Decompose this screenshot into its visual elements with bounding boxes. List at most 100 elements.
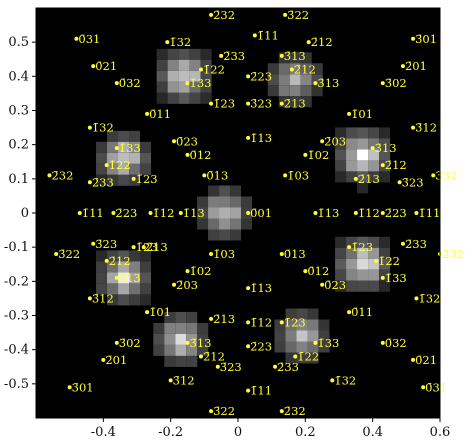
spot-marker: 0̄32 <box>114 76 141 90</box>
spot-label: 1̄33 <box>190 76 212 90</box>
intensity-cell <box>357 280 369 292</box>
spot-dot <box>279 252 284 256</box>
intensity-cell <box>368 171 380 183</box>
spot-label: 1̄23 <box>284 315 306 329</box>
intensity-cell <box>278 52 290 64</box>
intensity-cell <box>357 160 369 172</box>
intensity-cell <box>368 247 380 259</box>
spot-marker: 2̄13 <box>141 240 168 254</box>
intensity-cell <box>197 322 209 334</box>
intensity-cell <box>118 130 130 142</box>
spot-marker: 1̄12 <box>353 206 380 220</box>
intensity-cell <box>357 269 369 281</box>
spot-label: 1̄13 <box>183 206 205 220</box>
spot-marker: 2̄33 <box>219 49 245 63</box>
spot-label: 2̄01 <box>405 59 427 73</box>
spot-dot <box>168 378 173 383</box>
spot-label: 1̄23 <box>136 240 158 254</box>
spot-dot <box>114 81 119 86</box>
intensity-cell <box>96 283 108 295</box>
spot-dot <box>209 252 214 256</box>
intensity-cell <box>153 322 165 334</box>
intensity-cell <box>346 258 358 270</box>
intensity-cell <box>230 218 242 230</box>
spot-marker: 1̄32 <box>87 121 114 135</box>
spot-dot <box>185 152 190 157</box>
spot-label: 3̄13 <box>317 76 339 90</box>
spot-label: 3̄12 <box>92 291 114 305</box>
spot-marker: 0̄13 <box>202 168 228 182</box>
spot-marker: 2̄33 <box>87 175 114 189</box>
intensity-cell <box>267 63 279 75</box>
spot-marker: 2̄12 <box>289 63 316 77</box>
spot-dot <box>400 64 405 69</box>
spot-dot <box>252 33 257 38</box>
spot-label: 1̄01 <box>149 305 171 319</box>
intensity-cell <box>167 48 179 60</box>
intensity-cell <box>197 218 209 230</box>
intensity-cell <box>289 63 301 75</box>
spot-marker: 1̄11 <box>252 28 279 42</box>
spot-marker: 1̄23 <box>209 97 235 111</box>
intensity-cell <box>156 59 168 71</box>
spot-dot <box>91 241 96 246</box>
spot-label: 2̄13 <box>146 240 168 254</box>
intensity-cell <box>318 330 330 342</box>
intensity-blob <box>335 127 391 194</box>
intensity-cell <box>178 70 190 82</box>
spot-label: 3̄12 <box>415 121 437 135</box>
spot-marker: 3̄01 <box>411 32 437 46</box>
spot-marker: 3̄12 <box>87 291 114 305</box>
spot-dot <box>414 211 419 215</box>
intensity-cell <box>346 138 358 150</box>
intensity-cell <box>107 250 119 262</box>
intensity-cell <box>208 207 220 219</box>
intensity-cell <box>296 341 308 353</box>
spot-label: 2̄33 <box>223 49 245 63</box>
intensity-cell <box>346 127 358 139</box>
intensity-cell <box>346 247 358 259</box>
intensity-cell <box>300 52 312 64</box>
intensity-cell <box>346 149 358 161</box>
intensity-cell <box>189 48 201 60</box>
intensity-cell <box>167 59 179 71</box>
intensity-cell <box>107 163 119 175</box>
intensity-cell <box>118 152 130 164</box>
intensity-cell <box>156 70 168 82</box>
spot-label: 3̄12 <box>173 373 195 387</box>
intensity-cell <box>167 81 179 93</box>
spot-dot <box>303 152 308 157</box>
intensity-cell <box>318 341 330 353</box>
spot-label: 3̄02 <box>385 76 407 90</box>
intensity-cell <box>118 163 130 175</box>
spot-dot <box>87 125 92 130</box>
spot-label: 2̄12 <box>385 158 407 172</box>
spot-marker: 1̄11 <box>77 206 104 220</box>
spot-marker: 3̄13 <box>185 336 211 350</box>
intensity-cell <box>186 322 198 334</box>
spot-label: 2̄23 <box>250 69 272 83</box>
spot-label: 3̄13 <box>119 271 141 285</box>
intensity-cell <box>197 344 209 356</box>
spot-dot <box>347 111 352 116</box>
spot-marker: 1̄03 <box>209 247 235 261</box>
intensity-cell <box>368 236 380 248</box>
spot-label: 3̄02 <box>119 336 141 350</box>
intensity-blob <box>335 236 391 292</box>
spot-label: 1̄22 <box>203 63 225 77</box>
spot-marker: 1̄33 <box>313 336 339 350</box>
intensity-cell <box>129 152 141 164</box>
intensity-cell <box>346 160 358 172</box>
intensity-blob <box>267 52 323 108</box>
intensity-cell <box>335 160 347 172</box>
intensity-cell <box>289 52 301 64</box>
spot-dot <box>414 296 419 301</box>
intensity-cell <box>189 70 201 82</box>
spot-label: 2̄33 <box>405 237 427 251</box>
intensity-cell <box>346 269 358 281</box>
spot-label: 1̄11 <box>257 28 279 42</box>
intensity-cell <box>335 236 347 248</box>
intensity-cell <box>178 59 190 71</box>
intensity-cell <box>96 261 108 273</box>
spot-label: 1̄13 <box>317 206 339 220</box>
